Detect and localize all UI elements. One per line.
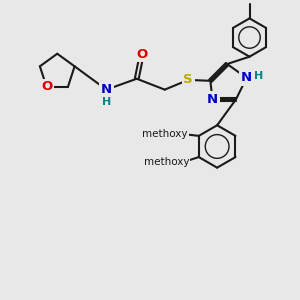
Text: methoxy: methoxy <box>142 129 188 140</box>
Text: N: N <box>241 71 252 84</box>
Text: S: S <box>184 74 193 86</box>
Text: O: O <box>178 156 189 169</box>
Text: O: O <box>136 48 147 61</box>
Text: N: N <box>207 93 218 106</box>
Text: O: O <box>176 128 187 141</box>
Text: N: N <box>101 83 112 96</box>
Text: methoxy: methoxy <box>144 158 189 167</box>
Text: O: O <box>41 80 52 93</box>
Text: H: H <box>102 97 111 107</box>
Text: H: H <box>254 71 264 81</box>
